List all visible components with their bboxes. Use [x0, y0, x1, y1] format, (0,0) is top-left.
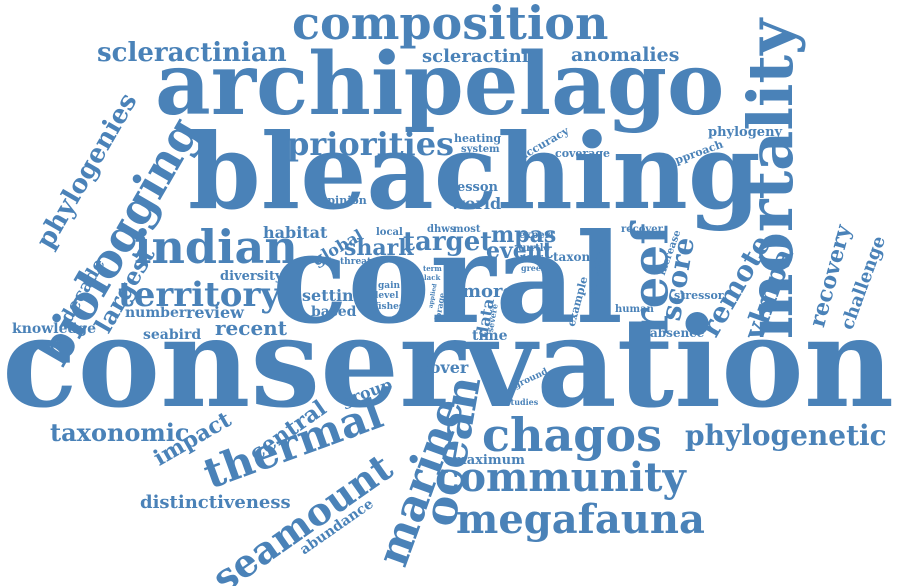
word-system: system [461, 144, 500, 155]
word-seabird: seabird [143, 327, 202, 343]
word-studies: studies [506, 397, 539, 407]
word-opinion: opinion [320, 194, 367, 207]
word-level: level [375, 291, 399, 301]
word-maximum: maximum [453, 453, 525, 468]
word-territory: territory [118, 275, 281, 315]
word-turtle: turtle [518, 243, 550, 254]
word-expert: expert [519, 230, 555, 241]
word-phylogenetic: phylogenetic [685, 419, 887, 452]
word-number: number [125, 305, 187, 321]
word-chagos: chagos [482, 408, 663, 462]
word-poor: poor [520, 253, 544, 263]
word-mpas: mpas [491, 222, 557, 248]
word-anomalies: anomalies [571, 44, 680, 66]
word-most: most [453, 224, 481, 235]
word-lesson: lesson [452, 180, 498, 195]
word-scleractinia: scleractinia [422, 46, 541, 67]
word-composition: composition [292, 0, 609, 50]
word-scleractinian: scleractinian [97, 38, 287, 68]
word-knowledge: knowledge [12, 321, 96, 337]
word-taxon: taxon [553, 250, 591, 264]
word-indian: indian [134, 220, 298, 274]
word-stressor: stressor [674, 289, 724, 302]
word-human: human [615, 304, 654, 315]
word-time: time [472, 328, 508, 344]
word-term: term [423, 264, 442, 273]
word-recover: recover [621, 224, 663, 235]
word-diversity: diversity [220, 269, 283, 284]
word-lack: lack [424, 273, 441, 282]
word-archipelago: archipelago [155, 34, 725, 135]
word-dhws: dhws [427, 224, 456, 235]
word-conservation: conservation [2, 291, 895, 436]
word-target: target [403, 227, 493, 257]
word-coral: coral [272, 207, 623, 352]
word-more: more [462, 281, 514, 302]
word-recent: recent [215, 316, 287, 340]
word-gain: gain [378, 281, 401, 291]
word-setting: setting [302, 286, 365, 305]
word-absence: absence [650, 326, 705, 340]
word-megafauna: megafauna [456, 496, 705, 543]
word-local: local [376, 227, 403, 238]
word-bleaching: bleaching [188, 110, 761, 233]
word-threat: threat [340, 257, 372, 267]
word-green: green [521, 263, 547, 273]
word-phylogeny: phylogeny [708, 125, 783, 140]
word-shark: shark [344, 235, 414, 261]
word-fishes: fishes [375, 302, 404, 312]
word-habitat: habitat [263, 223, 328, 242]
word-review: review [186, 303, 244, 322]
word-distinctiveness: distinctiveness [140, 492, 291, 513]
word-world: world [451, 194, 502, 213]
word-event: event [486, 238, 553, 264]
word-heating: heating [454, 132, 502, 145]
word-cover: cover [420, 358, 469, 377]
word-based: based [311, 304, 357, 320]
word-community: community [435, 454, 686, 501]
word-priorities: priorities [287, 125, 455, 163]
word-taxonomic: taxonomic [50, 418, 190, 447]
word-coverage: coverage [555, 147, 611, 160]
